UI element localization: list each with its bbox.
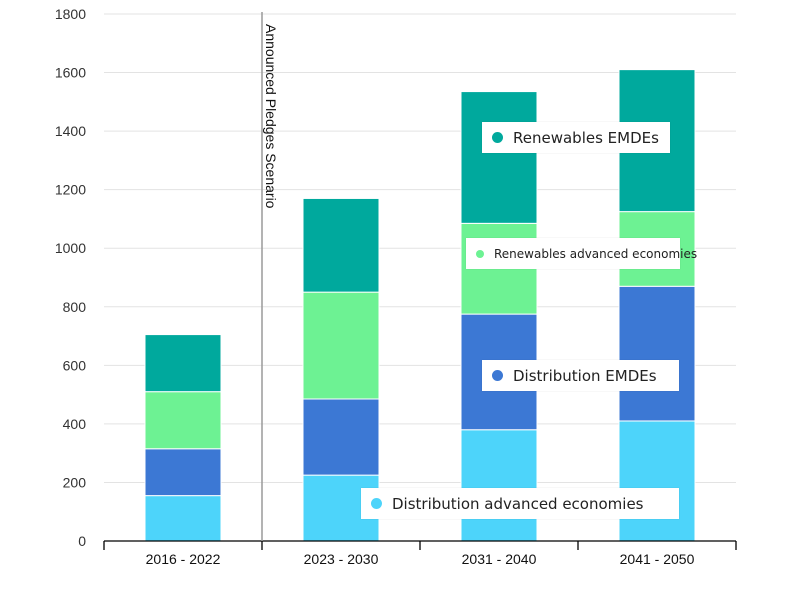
bar-segment [618,420,696,542]
bar-segment [460,91,538,224]
legend-marker-icon [492,370,503,381]
bar-segment [302,197,380,293]
legend-entry: Renewables advanced economies [466,238,697,269]
y-tick-label: 400 [63,416,87,432]
y-tick-label: 800 [63,299,87,315]
x-category-label: 2023 - 2030 [304,551,379,567]
bar-segment [144,334,222,393]
bar-segment [460,429,538,542]
bar-segment [144,391,222,450]
x-category-label: 2031 - 2040 [462,551,537,567]
y-tick-label: 1600 [55,65,86,81]
legend-label: Distribution advanced economies [392,494,644,513]
x-category-label: 2041 - 2050 [620,551,695,567]
legend-label: Distribution EMDEs [513,366,657,385]
bar-segment [302,398,380,476]
legend-entry: Distribution EMDEs [482,360,679,391]
y-tick-label: 1200 [55,182,86,198]
legend-label: Renewables EMDEs [513,128,659,147]
y-tick-label: 200 [63,474,87,490]
bar-segment [144,448,222,497]
legend-label: Renewables advanced economies [494,246,698,261]
legend-marker-icon [492,132,503,143]
y-tick-label: 0 [78,533,86,549]
y-tick-label: 1000 [55,240,86,256]
bar-segment [618,285,696,422]
x-category-label: 2016 - 2022 [146,551,221,567]
legend-marker-icon [476,249,484,258]
bar-segment [144,495,222,542]
scenario-annotation: Announced Pledges Scenario [263,24,279,209]
legend-entry: Renewables EMDEs [482,122,670,153]
y-tick-label: 1400 [55,123,86,139]
bar-segment [302,291,380,400]
legend-marker-icon [371,498,382,509]
axes: 0 200 400 600 800 1000 1200 1400 1600 1800 2016 - … [55,6,737,567]
legend-entry: Distribution advanced economies [361,488,679,519]
y-tick-label: 600 [63,357,87,373]
y-tick-label: 1800 [55,6,86,22]
